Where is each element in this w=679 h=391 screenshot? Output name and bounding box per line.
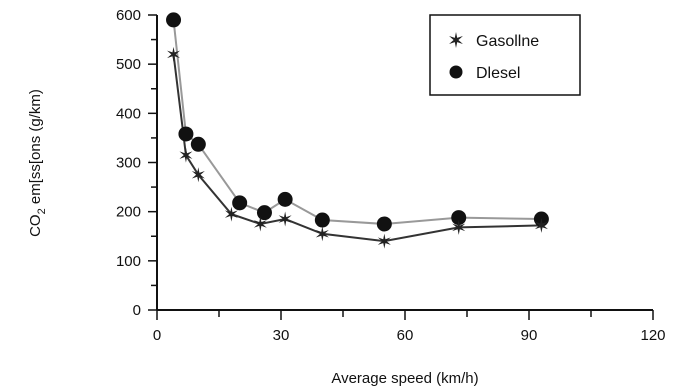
gasoline-data-point bbox=[224, 206, 238, 222]
diesel-data-point bbox=[232, 195, 248, 211]
x-tick-label: 120 bbox=[640, 327, 665, 344]
axes: 0 100 200 300 400 500 600 0 30 60 90 120 bbox=[116, 7, 666, 344]
diesel-data-point bbox=[256, 205, 272, 221]
gasoline-data-point bbox=[534, 217, 548, 233]
diesel-data-point bbox=[190, 136, 206, 152]
y-axis-label-suffix: em[ss[ons (g/km) bbox=[27, 89, 44, 208]
legend-box bbox=[429, 14, 581, 96]
diesel-data-point bbox=[178, 126, 194, 142]
gasoline-series-line bbox=[172, 54, 542, 243]
y-axis-label: CO2 em[ss[ons (g/km) bbox=[27, 89, 48, 237]
gasoline-data-point bbox=[452, 219, 466, 235]
y-tick-label: 0 bbox=[133, 302, 141, 319]
legend-gasoline-marker bbox=[449, 32, 463, 48]
diesel-data-point bbox=[451, 210, 467, 226]
diesel-series-line bbox=[172, 19, 542, 225]
y-tick-label: 600 bbox=[116, 7, 141, 24]
x-tick-label: 60 bbox=[397, 327, 414, 344]
y-axis-label-subscript: 2 bbox=[36, 208, 48, 214]
y-tick-label: 500 bbox=[116, 56, 141, 73]
gasoline-data-point bbox=[253, 216, 267, 232]
diesel-data-point bbox=[277, 191, 293, 207]
series-layer bbox=[166, 12, 549, 249]
legend-gasoline-label: Gasollne bbox=[476, 33, 539, 50]
gasoline-data-point bbox=[315, 226, 329, 242]
y-tick-label: 200 bbox=[116, 204, 141, 221]
x-tick-label: 0 bbox=[153, 327, 161, 344]
gasoline-data-point bbox=[191, 167, 205, 183]
gasoline-data-point bbox=[377, 233, 391, 249]
diesel-data-point bbox=[166, 12, 182, 28]
y-axis-label-prefix: CO bbox=[27, 214, 44, 237]
y-tick-label: 400 bbox=[116, 105, 141, 122]
y-tick-label: 300 bbox=[116, 155, 141, 172]
diesel-data-point bbox=[314, 212, 330, 228]
legend-diesel-label: Dlesel bbox=[476, 65, 520, 82]
gasoline-data-point bbox=[278, 211, 292, 227]
x-axis-label: Average speed (km/h) bbox=[331, 370, 478, 387]
gasoline-data-point bbox=[179, 147, 193, 163]
x-tick-label: 90 bbox=[521, 327, 538, 344]
legend: Gasollne Dlesel bbox=[429, 14, 581, 96]
y-tick-label: 100 bbox=[116, 253, 141, 270]
x-tick-label: 30 bbox=[273, 327, 290, 344]
diesel-data-point bbox=[376, 216, 392, 232]
gasoline-data-point bbox=[167, 46, 181, 62]
legend-diesel-marker bbox=[449, 65, 463, 79]
